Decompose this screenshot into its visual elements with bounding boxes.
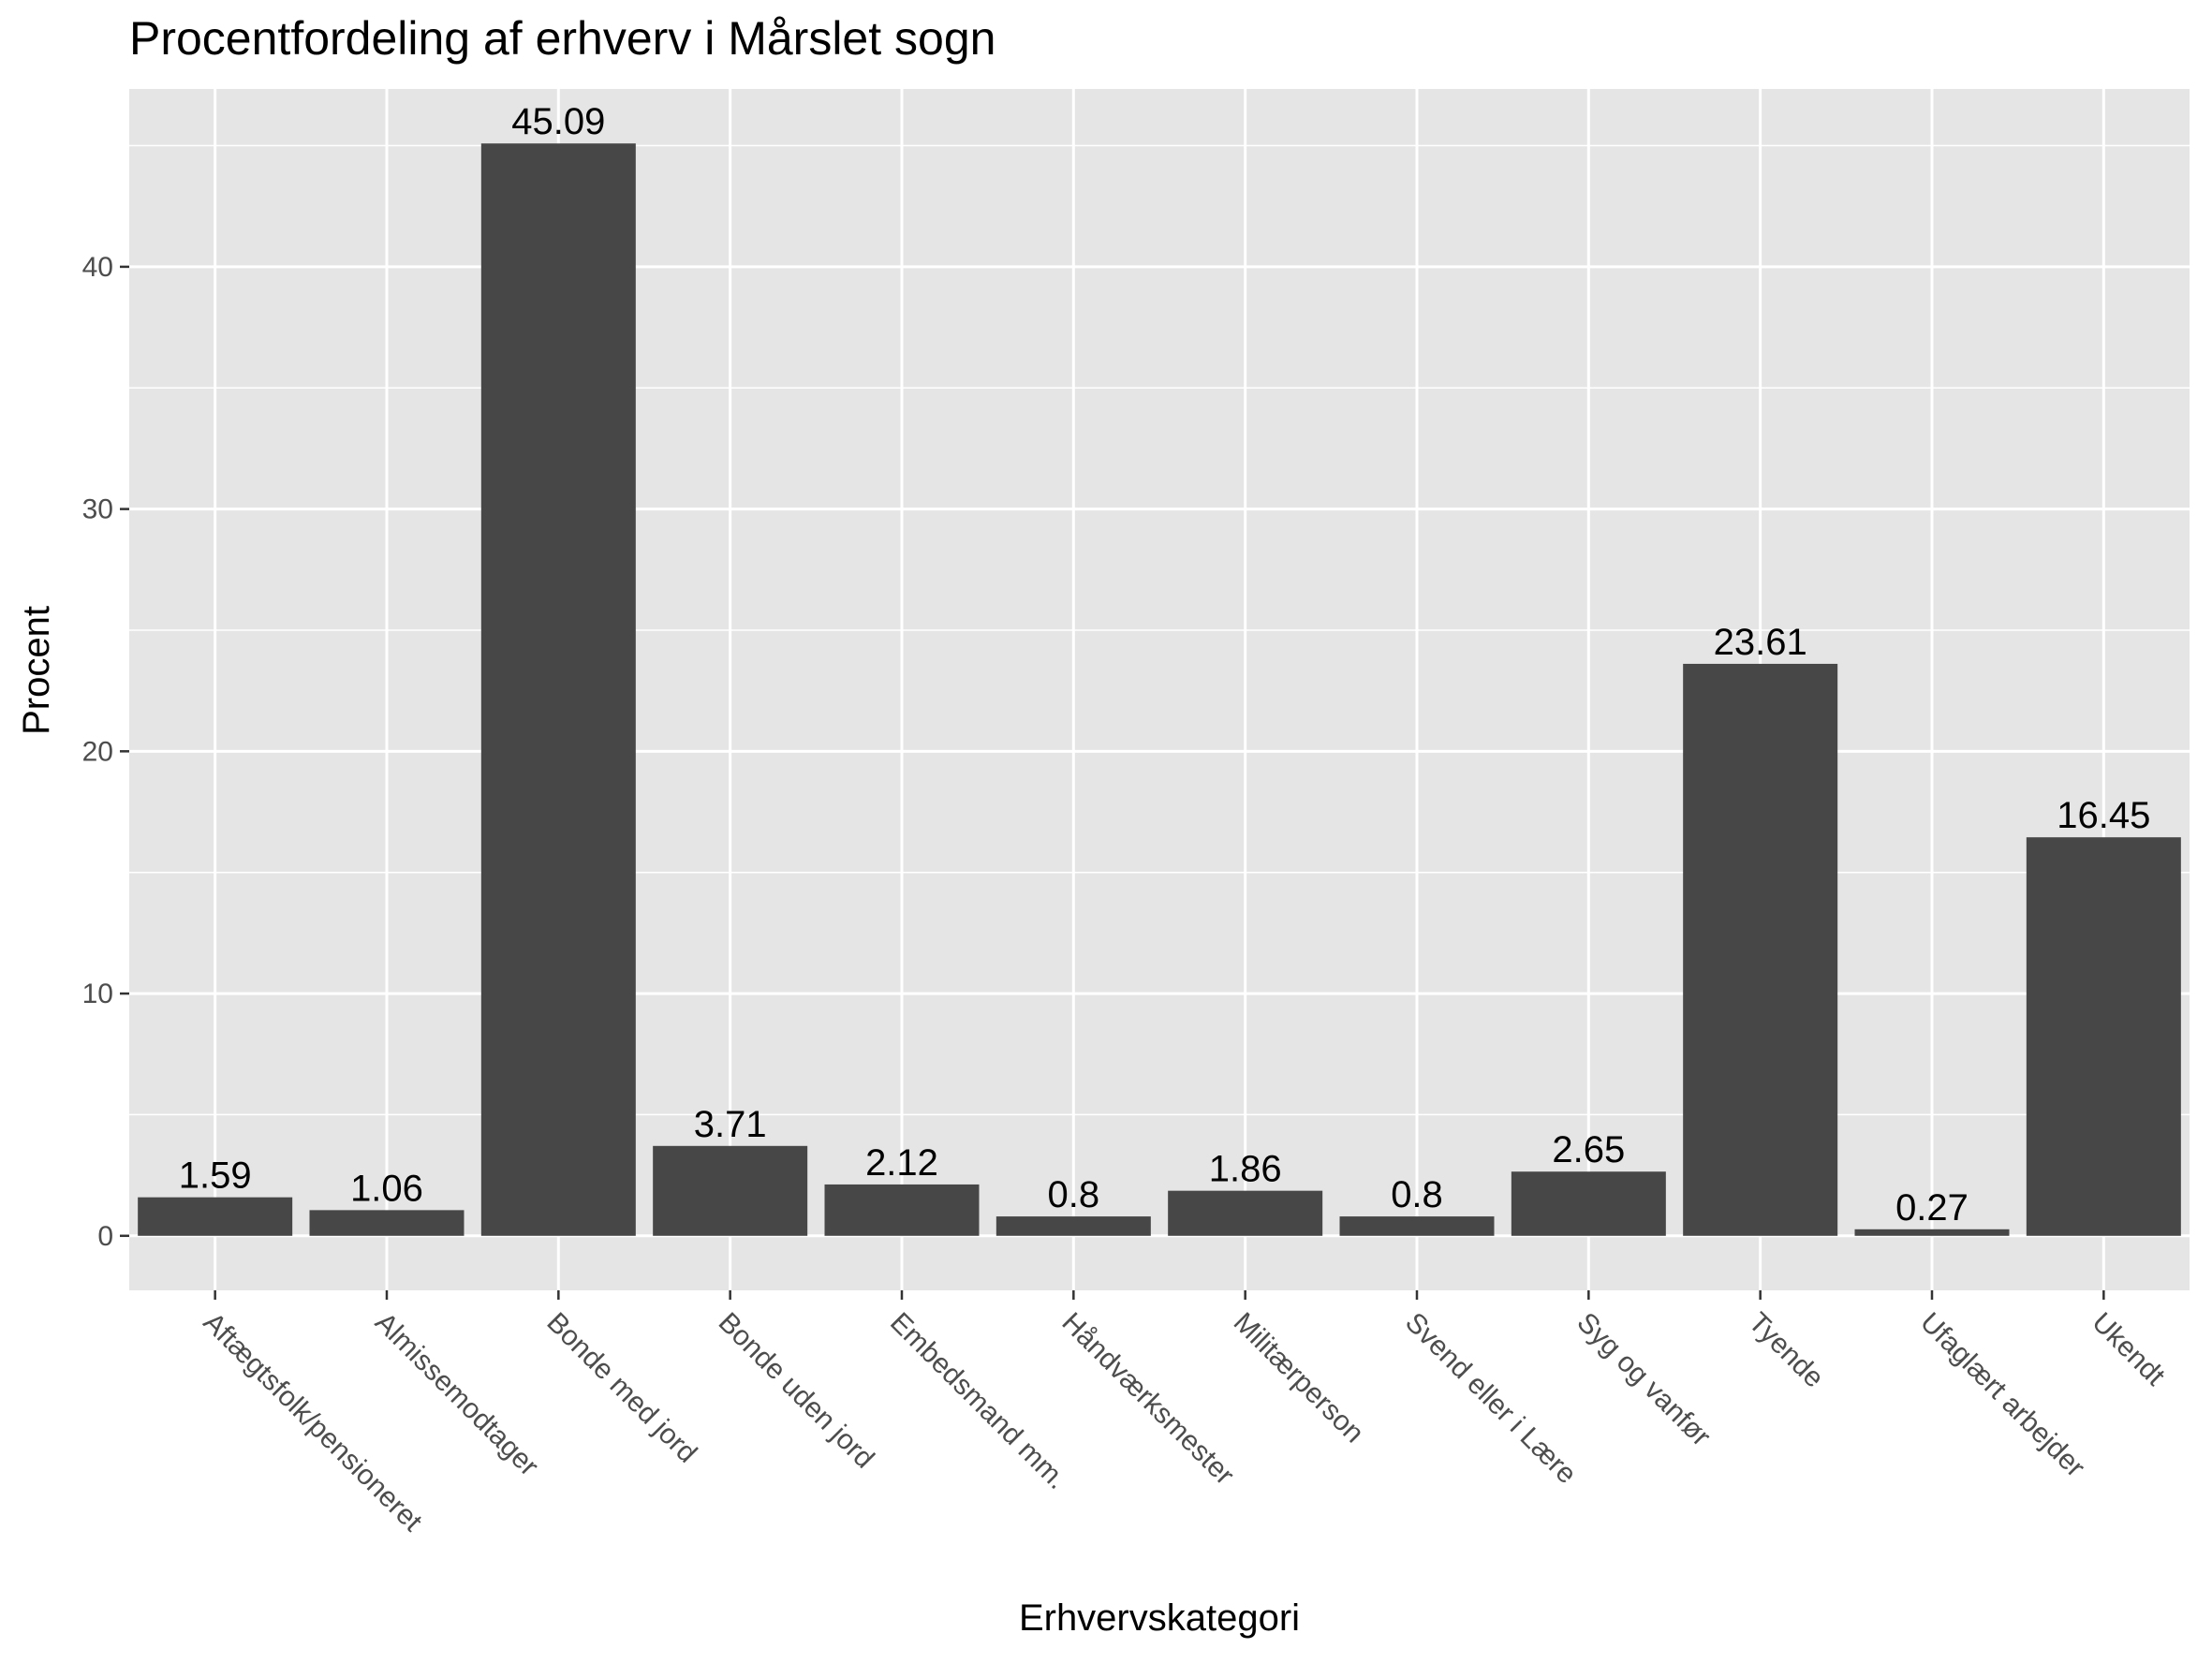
bar-value-label: 2.65 — [1552, 1129, 1625, 1170]
bar — [2026, 837, 2181, 1236]
bar — [138, 1197, 293, 1236]
bar — [1511, 1171, 1666, 1236]
bar — [1854, 1229, 2010, 1236]
bar-value-label: 16.45 — [2057, 795, 2150, 836]
bar — [480, 143, 636, 1236]
y-tick-label: 30 — [82, 494, 113, 525]
bar — [824, 1184, 980, 1236]
bar-value-label: 1.59 — [179, 1155, 252, 1197]
bar-value-label: 45.09 — [511, 101, 605, 142]
y-axis-title: Procent — [16, 606, 57, 735]
chart-title: Procentfordeling af erhverv i Mårslet so… — [129, 12, 995, 65]
bar-labels: 1.59 1.06 45.09 3.71 2.12 0.8 1.86 0.8 2.65 23.61… — [179, 101, 2151, 1229]
bar — [1168, 1190, 1323, 1236]
bar-value-label: 1.06 — [350, 1168, 423, 1209]
bar-value-label: 3.71 — [694, 1104, 767, 1145]
grid-minor — [129, 144, 2190, 1116]
bar — [995, 1216, 1151, 1236]
bar — [653, 1145, 808, 1236]
y-tick-label: 0 — [97, 1221, 113, 1252]
bar-value-label: 0.8 — [1048, 1174, 1100, 1215]
bar-value-label: 1.86 — [1209, 1149, 1282, 1190]
bar — [309, 1210, 465, 1236]
bars — [138, 143, 2181, 1236]
y-tick-label: 20 — [82, 736, 113, 767]
bar-value-label: 2.12 — [865, 1142, 938, 1184]
bar-value-label: 0.27 — [1895, 1187, 1969, 1229]
bar-value-label: 0.8 — [1391, 1174, 1443, 1215]
plot-panel — [129, 89, 2190, 1290]
y-axis: 0 10 20 30 40 — [82, 252, 129, 1252]
bar-value-label: 23.61 — [1714, 622, 1807, 663]
y-tick-label: 40 — [82, 252, 113, 283]
bar — [1683, 663, 1838, 1236]
x-axis-title: Erhvervskategori — [1019, 1597, 1300, 1639]
bar — [1339, 1216, 1495, 1236]
y-tick-label: 10 — [82, 979, 113, 1009]
